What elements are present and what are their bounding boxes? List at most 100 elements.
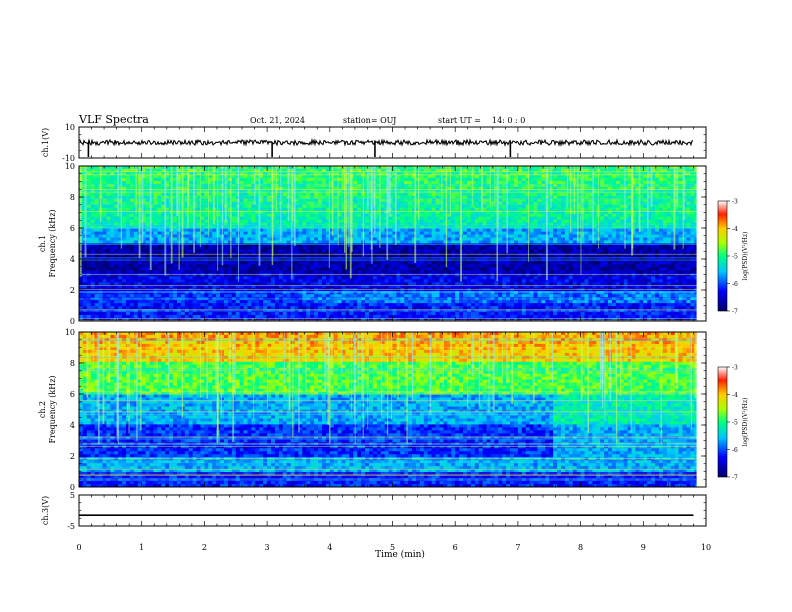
ch1-spectrogram-cell <box>318 303 323 307</box>
ch1-spectrogram-cell <box>204 267 209 271</box>
ch1-spectrogram-cell <box>267 171 272 176</box>
ch1-spectrogram-cell <box>357 318 362 321</box>
ch1-spectrogram-cell <box>157 201 162 206</box>
ch1-spectrogram-cell <box>372 261 378 265</box>
ch1-spectrogram-cell <box>180 282 186 286</box>
ch1-spectrogram-cell <box>184 240 190 245</box>
ch1-spectrogram-cell <box>110 210 115 215</box>
ch1-spectrogram-cell <box>333 276 339 280</box>
ch1-spectrogram-cell <box>157 231 162 236</box>
ch1-spectrogram-cell <box>133 288 139 292</box>
ch1-spectrogram-cell <box>149 198 155 203</box>
ch1-spectrogram-cell <box>321 237 327 242</box>
ch1-spectrogram-cell <box>431 195 437 200</box>
ch1-spectrogram-cell <box>161 249 166 254</box>
ch1-spectrogram-cell <box>286 243 292 248</box>
ch1-spectrogram-cell <box>149 174 155 179</box>
ch1-spectrogram-cell <box>259 288 264 292</box>
ch1-spectrogram-cell <box>400 216 405 221</box>
ch1-spectrogram-cell <box>274 300 280 304</box>
ch1-spectrogram-cell <box>141 231 147 236</box>
ch1-spectrogram-cell <box>345 219 350 224</box>
ch1-spectrogram-cell <box>372 270 378 274</box>
ch1-spectrogram-cell <box>118 264 123 268</box>
ch1-spectrogram-cell <box>278 249 284 254</box>
ch1-spectrogram-cell <box>325 210 331 215</box>
ch1-spectrogram-cell <box>392 246 398 251</box>
ch1-spectrogram-cell <box>227 189 233 194</box>
ch1-spectrogram-cell <box>345 279 350 283</box>
ch1-spectrogram-cell <box>271 312 276 316</box>
ch1-spectrogram-cell <box>345 171 350 176</box>
ch1-spectrogram-cell <box>427 306 433 310</box>
ch1-spectrogram-cell <box>361 270 366 274</box>
ch1-spectrogram-cell <box>298 267 303 271</box>
ch1-spectrogram-cell <box>251 201 256 206</box>
ch1-spectrogram-cell <box>361 264 366 268</box>
ch1-spectrogram-cell <box>388 192 394 197</box>
ch1-spectrogram-cell <box>298 237 303 242</box>
ch1-spectrogram-cell <box>90 168 96 173</box>
ch1-spectrogram-cell <box>196 318 202 321</box>
ch1-spectrogram-cell <box>416 273 421 277</box>
ch1-spectrogram-cell <box>306 288 311 292</box>
ch1-spectrogram-cell <box>376 246 382 251</box>
ch1-spectrogram-cell <box>318 273 323 277</box>
ch1-spectrogram-cell <box>365 300 370 304</box>
ch1-spectrogram-cell <box>443 166 448 170</box>
ch1-spectrogram-cell <box>196 294 202 298</box>
ch1-spectrogram-cell <box>200 228 205 233</box>
ch1-spectrogram-cell <box>310 166 315 170</box>
ch1-spectrogram-cell <box>251 285 256 289</box>
ch1-spectrogram-cell <box>314 300 319 304</box>
ch1-spectrogram-cell <box>141 180 147 185</box>
ch1-spectrogram-cell <box>141 198 147 203</box>
ch1-spectrogram-cell <box>290 234 296 239</box>
ch1-spectrogram-cell <box>118 312 123 316</box>
ch1-spectrogram-cell <box>184 276 190 280</box>
ch1-spectrogram-cell <box>188 183 194 188</box>
ch1-spectrogram-cell <box>318 192 323 197</box>
ch1-spectrogram-cell <box>337 267 343 271</box>
ch1-spectrogram-cell <box>392 210 398 215</box>
ch1-spectrogram-cell <box>380 192 386 197</box>
ch1-spectrogram-cell <box>173 174 178 179</box>
ch1-spectrogram-cell <box>176 282 182 286</box>
ch1-spectrogram-cell <box>392 192 398 197</box>
ch1-spectrogram-cell <box>239 225 245 230</box>
ch1-spectrogram-cell <box>329 240 335 245</box>
ch1-spectrogram-cell <box>188 198 194 203</box>
ch1-spectrogram-cell <box>173 279 178 283</box>
ch1-spectrogram-cell <box>110 189 115 194</box>
ch1-spectrogram-cell <box>431 216 437 221</box>
ch1-spectrogram-cell <box>231 315 237 319</box>
ch1-spectrogram-cell <box>153 261 158 265</box>
ch1-spectrogram-cell <box>357 294 362 298</box>
ch1-spectrogram-cell <box>204 255 209 259</box>
ch1-spectrogram-cell <box>106 279 111 283</box>
ch1-spectrogram-cell <box>165 261 170 265</box>
ch1-spectrogram-cell <box>204 306 209 310</box>
ch1-spectrogram-cell <box>294 183 300 188</box>
ch1-spectrogram-cell <box>361 318 366 321</box>
ch1-spectrogram-cell <box>310 180 315 185</box>
ch1-spectrogram-cell <box>157 177 162 182</box>
ch1-spectrogram-cell <box>427 270 433 274</box>
ch1-spectrogram-cell <box>129 168 135 173</box>
ch1-spectrogram-cell <box>443 234 448 239</box>
ch1-spectrogram-cell <box>333 177 339 182</box>
ch1-spectrogram-cell <box>141 315 147 319</box>
ch1-spectrogram-cell <box>102 312 108 316</box>
ch1-spectrogram-cell <box>286 291 292 295</box>
ch1-spectrogram-cell <box>196 243 202 248</box>
ch1-spectrogram-cell <box>263 312 268 316</box>
ch1-spectrogram-cell <box>90 225 96 230</box>
ch1-spectrogram-cell <box>396 261 401 265</box>
ch1-spectrogram-cell <box>372 318 378 321</box>
ch1-spectrogram-cell <box>235 267 241 271</box>
ch1-spectrogram-cell <box>263 207 268 212</box>
ch1-spectrogram-cell <box>274 276 280 280</box>
ch1-spectrogram-cell <box>110 201 115 206</box>
ch1-spectrogram-cell <box>247 267 253 271</box>
ch1-spectrogram-cell <box>282 237 288 242</box>
